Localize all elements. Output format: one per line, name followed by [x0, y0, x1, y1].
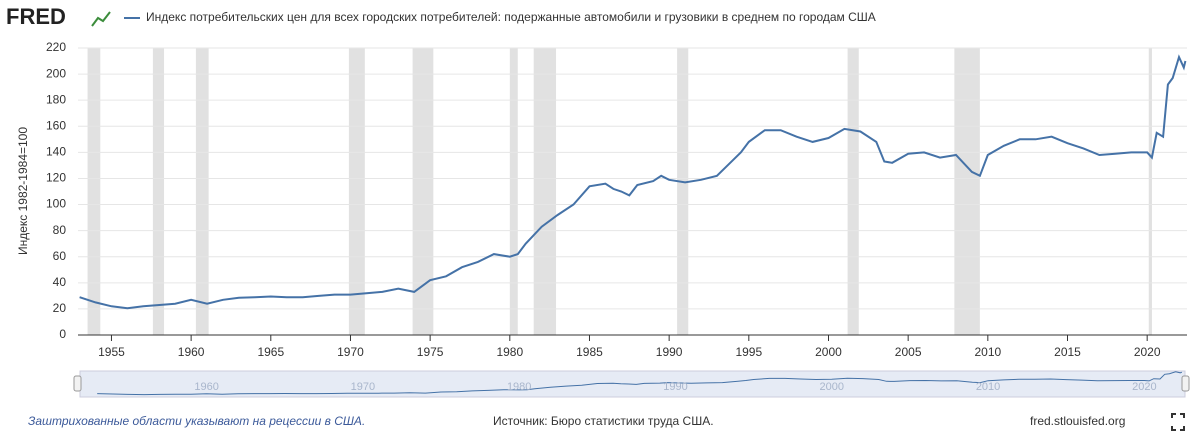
- series-line: [79, 54, 1187, 310]
- navigator-handle[interactable]: [1181, 375, 1190, 392]
- navigator-tick-label: 1960: [194, 381, 218, 393]
- recession-band: [533, 48, 557, 335]
- navigator-tick-label: 1990: [663, 381, 687, 393]
- recession-band: [847, 48, 859, 335]
- x-tick-label: 1970: [337, 345, 364, 359]
- recession-band: [348, 48, 365, 335]
- legend-label: Индекс потребительских цен для всех горо…: [146, 10, 876, 24]
- fullscreen-icon[interactable]: [1171, 413, 1185, 431]
- x-tick-label: 1980: [496, 345, 523, 359]
- x-tick-label: 1960: [178, 345, 205, 359]
- logo: FRED: [6, 4, 66, 29]
- recession-band: [195, 48, 209, 335]
- x-tick-label: 1975: [417, 345, 444, 359]
- y-tick-label: 140: [46, 145, 66, 159]
- x-tick-label: 2015: [1054, 345, 1081, 359]
- recession-band: [152, 48, 165, 335]
- recession-band: [677, 48, 689, 335]
- x-tick-label: 2000: [815, 345, 842, 359]
- navigator-tick-label: 1980: [507, 381, 531, 393]
- x-tick-label: 1995: [735, 345, 762, 359]
- y-tick-label: 120: [46, 171, 66, 185]
- recession-band: [954, 48, 980, 335]
- x-tick-label: 1985: [576, 345, 603, 359]
- x-tick-label: 1955: [98, 345, 125, 359]
- x-tick-label: 1965: [257, 345, 284, 359]
- y-tick-label: 60: [53, 249, 67, 263]
- x-tick-label: 2020: [1134, 345, 1161, 359]
- y-tick-label: 200: [46, 66, 66, 80]
- recession-band: [87, 48, 101, 335]
- y-tick-label: 20: [53, 301, 67, 315]
- logo-icon: [91, 11, 111, 27]
- y-axis-label: Индекс 1982-1984=100: [16, 127, 30, 255]
- navigator-line: [97, 371, 1183, 396]
- x-tick-label: 2005: [895, 345, 922, 359]
- y-tick-label: 220: [46, 40, 66, 54]
- navigator-tick-label: 2000: [820, 381, 844, 393]
- navigator-tick-label: 2010: [976, 381, 1000, 393]
- navigator-tick-label: 1970: [351, 381, 375, 393]
- note: Заштрихованные области указывают на реце…: [28, 414, 365, 428]
- y-tick-label: 0: [59, 327, 66, 341]
- source: Источник: Бюро статистики труда США.: [493, 414, 714, 428]
- y-tick-label: 180: [46, 92, 66, 106]
- navigator-tick-label: 2020: [1132, 381, 1156, 393]
- y-tick-label: 80: [53, 223, 67, 237]
- y-tick-label: 40: [53, 275, 67, 289]
- recession-band: [509, 48, 518, 335]
- y-tick-label: 100: [46, 197, 66, 211]
- site-link[interactable]: fred.stlouisfed.org: [1030, 414, 1125, 428]
- recession-band: [412, 48, 434, 335]
- recession-band: [1148, 48, 1152, 335]
- y-tick-label: 160: [46, 118, 66, 132]
- navigator-handle[interactable]: [73, 375, 82, 392]
- x-tick-label: 1990: [656, 345, 683, 359]
- x-tick-label: 2010: [974, 345, 1001, 359]
